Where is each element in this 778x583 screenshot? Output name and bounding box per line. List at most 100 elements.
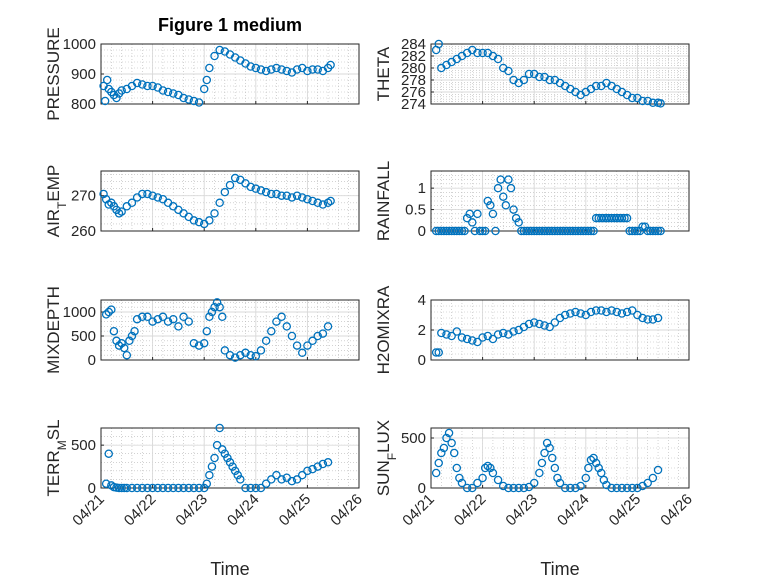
data-point [511,213,521,223]
data-point [638,222,647,231]
data-point [462,334,472,344]
data-point [292,475,302,484]
data-point [535,468,544,478]
data-point [475,226,485,236]
data-point [132,483,142,493]
data-point [501,201,511,210]
data-point [488,334,498,344]
data-point [297,470,307,480]
data-point [230,173,240,183]
axes-frame [100,170,360,232]
data-point [643,96,652,106]
data-point [318,459,328,469]
data-point [132,78,142,88]
data-point [287,193,297,202]
data-point [643,315,652,324]
data-point [189,216,199,225]
data-point [256,483,266,493]
x-axis-label: Time [210,559,249,579]
data-point [272,470,281,480]
data-point [498,481,508,491]
data-point [256,346,266,355]
y-axis-label: MIXDEPTH [44,286,63,374]
data-point [318,200,328,209]
y-tick-label: 260 [71,223,96,240]
data-point [143,81,152,91]
y-axis-label: THETA [374,46,393,101]
data-point [509,327,518,336]
data-point [462,483,472,493]
data-point [633,483,642,493]
data-point [473,48,482,58]
data-point [179,312,188,322]
y-tick-label: 278 [401,72,426,89]
data-point [230,466,240,476]
data-point [107,305,116,314]
data-point [256,65,266,74]
data-point [589,453,598,463]
y-tick-label: 500 [71,328,96,345]
data-point [498,192,508,201]
y-axis-label-rest: LUX [374,420,393,453]
data-point [104,449,113,458]
data-point [586,226,596,236]
data-point [215,302,224,312]
data-point [210,453,219,463]
data-point [506,183,516,193]
data-point [653,313,663,323]
series-points [431,306,663,357]
data-point [493,330,503,339]
data-point [597,468,606,478]
y-axis-label-subscript: M [55,440,69,450]
data-point [267,475,276,484]
data-point [225,180,235,190]
data-point [233,470,242,480]
data-point [545,75,554,85]
data-point [478,226,487,236]
data-point [542,438,552,448]
data-point [218,312,227,322]
y-tick-label: 500 [401,430,426,447]
data-point [282,191,292,200]
data-point [207,462,217,471]
data-point [473,478,482,488]
data-point [202,326,212,336]
y-axis-label-subscript: T [55,201,69,209]
data-point [101,479,111,488]
data-point [127,483,137,493]
data-point [303,194,312,204]
data-point [524,482,534,492]
data-point [452,327,462,336]
data-point [627,306,637,315]
data-point [308,196,317,206]
data-point [584,463,593,473]
y-tick-label: 0.5 [405,202,426,219]
data-point [292,341,302,350]
data-point [431,468,441,478]
y-tick-label: 280 [401,60,426,77]
axes-frame [100,427,360,489]
data-point [617,309,627,318]
data-point [117,86,126,95]
data-point [486,201,495,210]
data-point [267,65,276,74]
data-point [550,318,560,327]
y-tick-label: 0 [418,223,426,240]
data-point [468,483,477,493]
data-point [457,478,467,488]
data-point [158,86,168,95]
data-point [194,341,204,350]
data-point [189,96,199,106]
data-point [519,483,529,493]
data-point [431,348,441,357]
plot-area [101,428,359,488]
data-point [163,483,173,493]
data-point [277,312,286,322]
data-point [114,341,124,350]
y-axis-label: PRESSURE [44,27,63,121]
data-point [246,350,255,360]
data-point [292,65,302,74]
data-point [241,348,250,358]
data-point [272,317,281,326]
